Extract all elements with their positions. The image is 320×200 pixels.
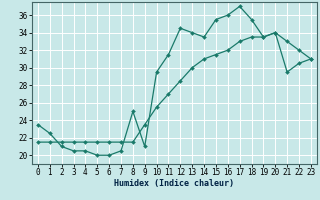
X-axis label: Humidex (Indice chaleur): Humidex (Indice chaleur) [115, 179, 234, 188]
